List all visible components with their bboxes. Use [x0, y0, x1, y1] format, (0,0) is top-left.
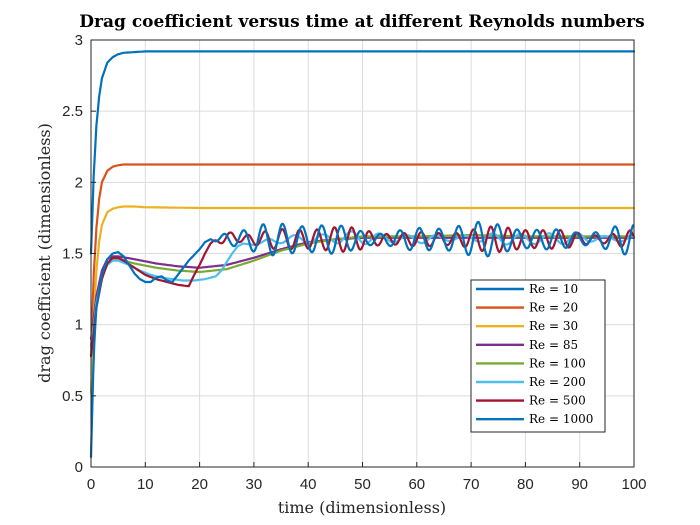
series-layer	[89, 50, 636, 459]
series-line-re-30	[89, 205, 636, 395]
x-tick-label: 80	[517, 476, 534, 493]
x-tick-label: 0	[87, 476, 95, 493]
legend-label: Re = 500	[529, 394, 586, 408]
x-tick-label: 10	[137, 476, 154, 493]
chart-title: Drag coefficient versus time at differen…	[79, 12, 644, 32]
x-tick-label: 60	[408, 476, 425, 493]
legend-label: Re = 20	[529, 301, 578, 315]
series-line-re-500	[89, 225, 635, 358]
x-axis-label: time (dimensionless)	[278, 498, 446, 517]
legend-label: Re = 85	[529, 338, 578, 352]
legend-label: Re = 1000	[529, 412, 593, 426]
legend-label: Re = 100	[529, 356, 586, 370]
x-tick-label: 90	[571, 476, 588, 493]
legend-label: Re = 30	[529, 319, 578, 333]
y-tick-label: 0	[75, 459, 83, 476]
axis-ticks: 0 10 20 30 40 50 60 70 80 90 100 0 0.5 1 1.5 2 2.5 3	[62, 32, 646, 493]
x-tick-label: 70	[463, 476, 480, 493]
y-tick-label: 2.5	[62, 103, 83, 120]
legend-box	[470, 279, 606, 433]
x-tick-label: 30	[246, 476, 263, 493]
series-line-re-20	[89, 163, 636, 358]
y-tick-label: 1.5	[62, 246, 83, 263]
x-tick-label: 20	[191, 476, 208, 493]
y-axis-label: drag coefficient (dimensionless)	[35, 123, 54, 383]
series-line-re-1000	[89, 221, 635, 459]
y-tick-label: 2	[75, 174, 83, 191]
x-tick-label: 40	[300, 476, 317, 493]
legend-label: Re = 200	[529, 375, 586, 389]
y-tick-label: 3	[75, 32, 83, 49]
y-tick-label: 0.5	[62, 388, 83, 405]
series-line-re-10	[89, 50, 636, 255]
x-tick-label: 50	[354, 476, 371, 493]
legend: Re = 10 Re = 20 Re = 30 Re = 85 Re = 100 Re =…	[470, 279, 606, 433]
x-tick-label: 100	[621, 476, 646, 493]
series-line-re-200	[89, 230, 635, 355]
y-tick-label: 1	[75, 317, 83, 334]
legend-label: Re = 10	[529, 282, 578, 296]
